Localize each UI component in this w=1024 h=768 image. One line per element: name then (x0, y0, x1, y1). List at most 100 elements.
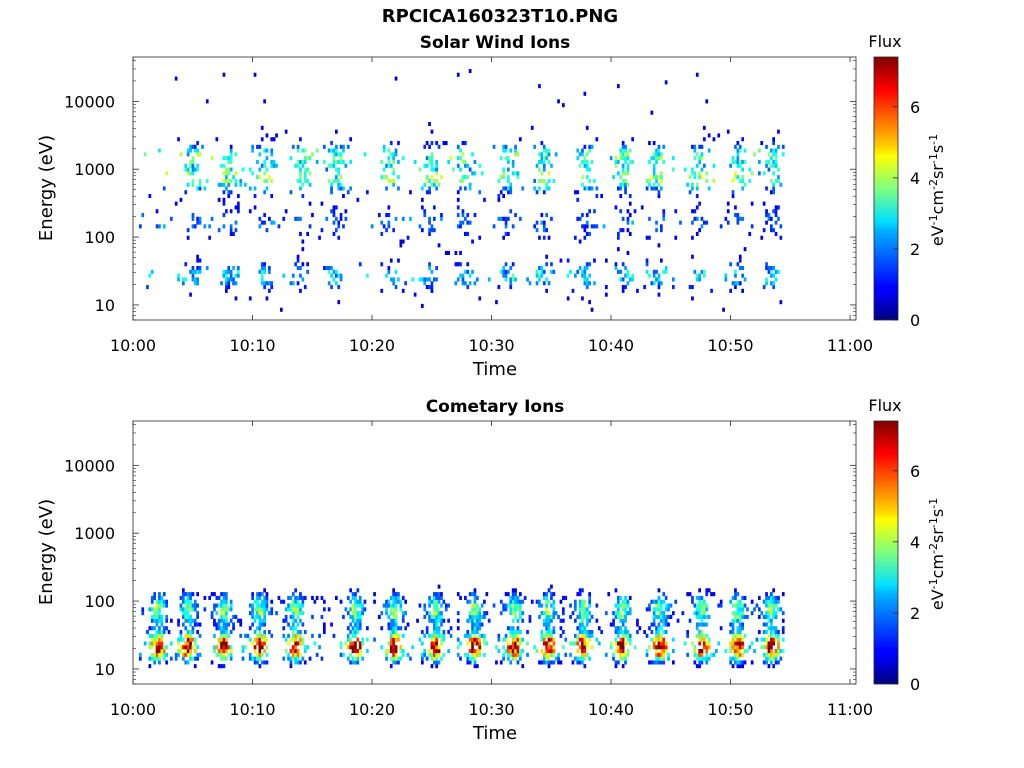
heatmap-cell (260, 645, 264, 650)
heatmap-cell (301, 603, 305, 608)
heatmap-cell (435, 622, 438, 627)
heatmap-cell (215, 626, 219, 631)
heatmap-cell (652, 645, 656, 650)
heatmap-cell (440, 622, 443, 627)
heatmap-cell (263, 637, 266, 642)
heatmap-cell (461, 141, 465, 146)
heatmap-cell (605, 652, 608, 657)
heatmap-cell (528, 618, 532, 623)
heatmap-cell (691, 296, 694, 301)
heatmap-cell (547, 656, 551, 661)
heatmap-cell (624, 607, 627, 612)
heatmap-cell (590, 159, 594, 164)
heatmap-cell (260, 220, 264, 225)
heatmap-cell (562, 607, 565, 612)
heatmap-cell (667, 622, 670, 627)
heatmap-cell (583, 656, 587, 661)
heatmap-cell (514, 652, 517, 657)
colorbar-tick-label: 0 (910, 311, 920, 330)
heatmap-cell (581, 599, 584, 604)
heatmap-cell (581, 182, 584, 187)
heatmap-cell (382, 603, 386, 608)
heatmap-cell (664, 603, 668, 608)
heatmap-cell (652, 622, 656, 627)
heatmap-cell (227, 167, 231, 172)
heatmap-cell (296, 148, 300, 153)
heatmap-cell (509, 649, 513, 654)
heatmap-cell (545, 228, 548, 233)
heatmap-cell (753, 152, 756, 157)
heatmap-cell (237, 209, 240, 214)
heatmap-cell (652, 156, 656, 161)
heatmap-cell (299, 630, 302, 635)
heatmap-cell (428, 614, 431, 619)
heatmap-cell (299, 652, 302, 657)
heatmap-cell (774, 209, 778, 214)
heatmap-cell (497, 285, 501, 290)
heatmap-cell (583, 273, 587, 278)
heatmap-cell (765, 281, 768, 286)
heatmap-cell (514, 152, 517, 157)
heatmap-cell (217, 652, 221, 657)
heatmap-cell (280, 307, 283, 312)
heatmap-cell (263, 269, 266, 274)
heatmap-cell (459, 595, 462, 600)
heatmap-cell (626, 652, 630, 657)
heatmap-cell (203, 595, 207, 600)
heatmap-cell (552, 614, 556, 619)
heatmap-cell (585, 652, 589, 657)
heatmap-cell (229, 603, 233, 608)
heatmap-cell (516, 599, 520, 604)
heatmap-cell (774, 156, 778, 161)
heatmap-cell (196, 163, 199, 168)
heatmap-cell (672, 611, 675, 616)
heatmap-cell (741, 645, 744, 650)
heatmap-cell (655, 156, 658, 161)
heatmap-cell (779, 649, 783, 654)
heatmap-cell (225, 599, 228, 604)
heatmap-cell (652, 152, 656, 157)
heatmap-cell (729, 656, 732, 661)
heatmap-cell (346, 190, 350, 195)
heatmap-cell (545, 592, 548, 597)
heatmap-cell (471, 607, 474, 612)
heatmap-cell (519, 599, 522, 604)
heatmap-cell (401, 633, 405, 638)
heatmap-cell (413, 292, 417, 297)
heatmap-cell (777, 167, 780, 172)
heatmap-cell (621, 285, 625, 290)
heatmap-cell (253, 194, 257, 199)
heatmap-cell (430, 614, 434, 619)
heatmap-cell (294, 652, 297, 657)
heatmap-cell (540, 159, 544, 164)
heatmap-cell (191, 618, 195, 623)
heatmap-cell (540, 156, 544, 161)
heatmap-cell (473, 213, 477, 218)
heatmap-cell (428, 220, 431, 225)
heatmap-cell (504, 592, 508, 597)
heatmap-cell (542, 269, 546, 274)
heatmap-cell (220, 182, 223, 187)
heatmap-cell (741, 595, 744, 600)
heatmap-cell (227, 190, 231, 195)
heatmap-cell (413, 159, 417, 164)
heatmap-cell (645, 633, 649, 638)
heatmap-cell (433, 182, 436, 187)
heatmap-cell (617, 599, 620, 604)
heatmap-cell (619, 186, 623, 191)
heatmap-cell (707, 656, 711, 661)
heatmap-cell (476, 607, 479, 612)
heatmap-cell (691, 599, 694, 604)
heatmap-cell (588, 231, 591, 236)
heatmap-cell (356, 626, 360, 631)
heatmap-cell (547, 152, 551, 157)
heatmap-cell (612, 611, 615, 616)
heatmap-cell (585, 159, 589, 164)
heatmap-cell (189, 637, 192, 642)
heatmap-cell (578, 630, 582, 635)
heatmap-cell (502, 194, 505, 199)
heatmap-cell (404, 599, 407, 604)
heatmap-cell (433, 626, 436, 631)
heatmap-cell (263, 618, 266, 623)
heatmap-cell (509, 660, 513, 665)
